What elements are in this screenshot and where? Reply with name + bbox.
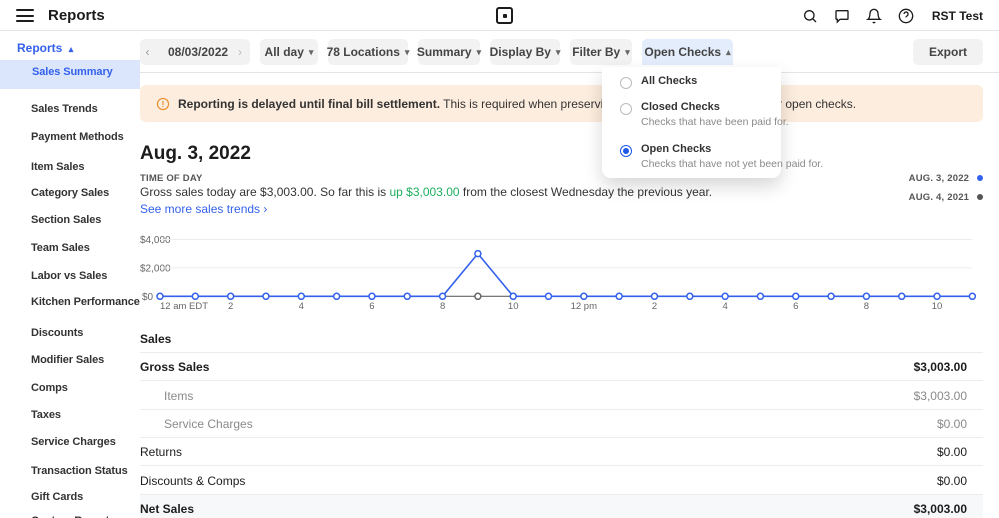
svg-text:8: 8 xyxy=(864,301,869,312)
svg-text:4: 4 xyxy=(722,301,727,312)
svg-text:6: 6 xyxy=(369,301,374,312)
svg-text:6: 6 xyxy=(793,301,798,312)
svg-text:$0: $0 xyxy=(142,292,154,303)
svg-text:12 pm: 12 pm xyxy=(571,301,597,312)
svg-text:12 am EDT: 12 am EDT xyxy=(160,301,208,312)
svg-text:$2,000: $2,000 xyxy=(140,263,171,274)
svg-text:10: 10 xyxy=(508,301,519,312)
svg-text:2: 2 xyxy=(652,301,657,312)
svg-text:2: 2 xyxy=(228,301,233,312)
svg-text:8: 8 xyxy=(440,301,445,312)
svg-text:4: 4 xyxy=(299,301,304,312)
svg-text:$4,000: $4,000 xyxy=(140,235,171,246)
svg-text:10: 10 xyxy=(932,301,943,312)
